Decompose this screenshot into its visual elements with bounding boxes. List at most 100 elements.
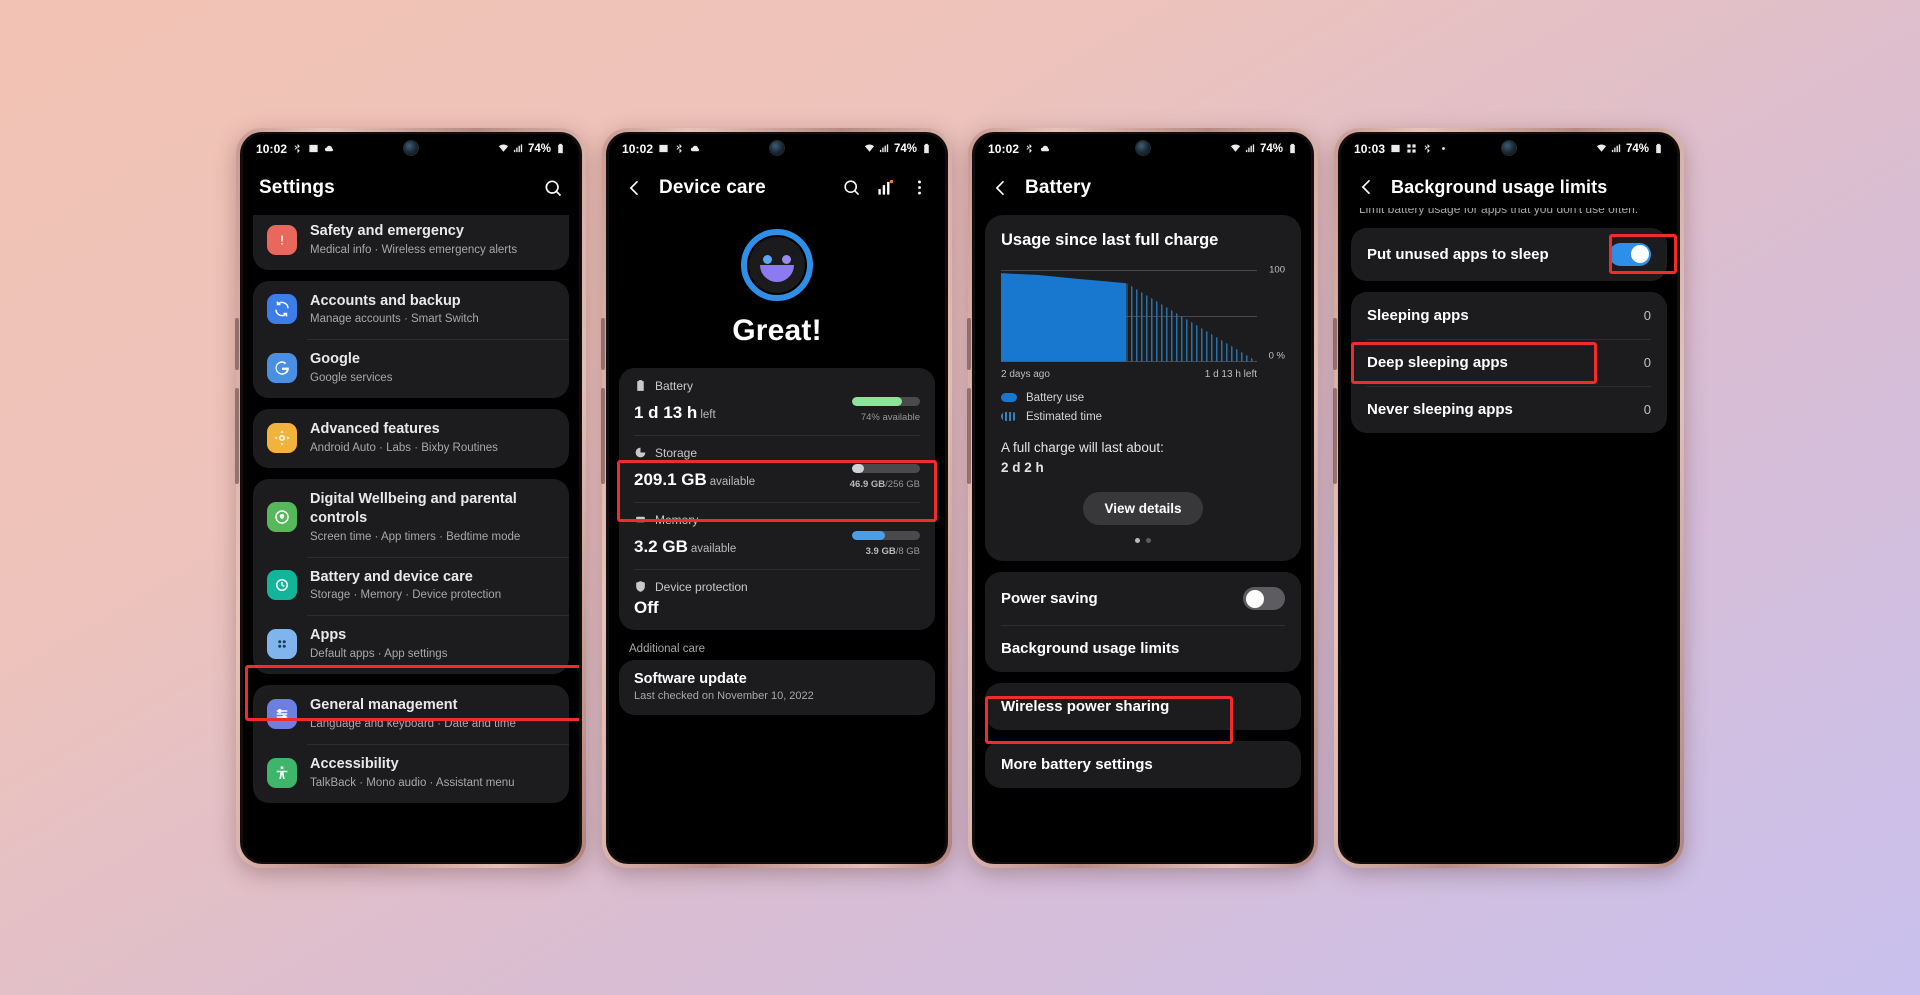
page-title: Device care — [659, 176, 766, 198]
chart-ytick-0: 0 % — [1268, 350, 1285, 361]
image-icon — [309, 144, 318, 153]
put-unused-apps-toggle[interactable] — [1609, 242, 1651, 266]
sidebar-item-google[interactable]: Google Google services — [253, 339, 569, 398]
sidebar-item-sub: Language and keyboard · Date and time — [310, 717, 516, 730]
page-subtitle: Limit battery usage for apps that you do… — [1359, 207, 1639, 216]
row-sleeping-apps[interactable]: Sleeping apps 0 — [1351, 292, 1667, 339]
device-care-body[interactable]: Great! Battery 1 d 13 h left 74% availabl — [609, 215, 945, 862]
battery-progress-bar — [852, 396, 920, 406]
search-icon[interactable] — [842, 178, 861, 197]
accessibility-icon — [267, 757, 297, 788]
image-icon — [659, 144, 668, 153]
memory-progress-bar — [852, 530, 920, 540]
sidebar-item-label: Accounts and backup — [310, 292, 461, 309]
row-count: 0 — [1643, 401, 1651, 417]
image-icon — [1391, 144, 1400, 153]
device-care-metrics: Battery 1 d 13 h left 74% available — [619, 367, 935, 630]
bluetooth-icon — [1424, 143, 1430, 154]
carousel-pager[interactable] — [1001, 538, 1285, 544]
metric-label: Storage — [655, 445, 698, 460]
sidebar-item-sub: Google services — [310, 372, 393, 385]
row-never-sleeping-apps[interactable]: Never sleeping apps 0 — [1351, 385, 1667, 433]
signal-icon — [879, 144, 889, 153]
row-background-usage-limits[interactable]: Background usage limits — [985, 625, 1301, 672]
sidebar-item-battery-and-device-care[interactable]: Battery and device care Storage · Memory… — [253, 556, 569, 616]
software-update-title: Software update — [634, 670, 747, 687]
stats-icon[interactable] — [876, 178, 895, 197]
battery-icon — [924, 143, 929, 154]
usage-card: Usage since last full charge 100 0 % — [985, 214, 1301, 562]
sleeping-apps-card: Sleeping apps 0 Deep sleeping apps 0 Nev… — [1351, 291, 1667, 433]
legend-label: Estimated time — [1026, 410, 1103, 423]
wifi-icon — [1230, 144, 1241, 152]
sidebar-item-sub: Storage · Memory · Device protection — [310, 589, 502, 602]
usage-card-title: Usage since last full charge — [1001, 230, 1219, 249]
software-update-sub: Last checked on November 10, 2022 — [634, 689, 814, 702]
front-camera — [404, 140, 418, 155]
battery-usage-chart: 100 0 % — [1001, 264, 1285, 362]
general-icon — [267, 698, 297, 729]
storage-icon — [635, 447, 646, 458]
row-power-saving[interactable]: Power saving — [985, 572, 1301, 625]
view-details-button[interactable]: View details — [1083, 492, 1203, 526]
device-care-appbar: Device care — [609, 164, 945, 215]
status-battery-pct: 74% — [527, 142, 551, 155]
sidebar-item-advanced-features[interactable]: Advanced features Android Auto · Labs · … — [253, 409, 569, 468]
settings-list[interactable]: Location requests Safety and emergency M… — [243, 214, 579, 862]
page-title: Settings — [259, 176, 335, 198]
metric-caption-strong: 3.9 GB — [865, 545, 896, 557]
row-put-unused-apps-to-sleep[interactable]: Put unused apps to sleep — [1351, 228, 1667, 281]
phone-2-device-care: 10:02 74% Device care — [601, 127, 952, 868]
row-wireless-power-sharing[interactable]: Wireless power sharing — [985, 683, 1301, 731]
settings-group: Location requests Safety and emergency M… — [253, 214, 569, 270]
back-icon[interactable] — [991, 178, 1011, 198]
row-label: Put unused apps to sleep — [1367, 245, 1549, 263]
metric-value: 3.2 GB — [634, 536, 688, 556]
row-count: 0 — [1643, 307, 1651, 323]
back-icon[interactable] — [625, 178, 645, 198]
sidebar-item-safety-and-emergency[interactable]: Safety and emergency Medical info · Wire… — [253, 215, 569, 270]
battery-icon — [637, 380, 644, 391]
sidebar-item-sub: Android Auto · Labs · Bixby Routines — [310, 441, 498, 454]
sidebar-item-accounts-and-backup[interactable]: Accounts and backup Manage accounts · Sm… — [253, 281, 569, 340]
wifi-icon — [864, 144, 875, 152]
devicecare-icon — [267, 570, 297, 601]
sidebar-item-label: Digital Wellbeing and parental controls — [310, 490, 517, 526]
legend-swatch-battery-use — [1001, 393, 1017, 402]
software-update-card[interactable]: Software update Last checked on November… — [619, 659, 935, 715]
power-saving-toggle[interactable] — [1243, 587, 1285, 611]
metric-label: Device protection — [655, 579, 748, 594]
row-label: More battery settings — [1001, 756, 1153, 774]
shield-icon — [636, 581, 645, 592]
more-icon[interactable] — [910, 178, 929, 197]
wifi-icon — [1596, 144, 1607, 152]
sync-icon — [267, 294, 297, 325]
search-icon[interactable] — [543, 178, 563, 198]
chart-legend: Battery use Estimated time — [1001, 392, 1285, 423]
sidebar-item-apps[interactable]: Apps Default apps · App settings — [253, 615, 569, 674]
sidebar-item-digital-wellbeing[interactable]: Digital Wellbeing and parental controls … — [253, 479, 569, 557]
metric-unit: left — [700, 408, 716, 421]
row-more-battery-settings[interactable]: More battery settings — [985, 741, 1301, 789]
status-time: 10:02 — [988, 141, 1020, 156]
metric-row-device-protection[interactable]: Device protection Off — [619, 568, 935, 630]
row-count: 0 — [1643, 354, 1651, 370]
phone-4-background-usage-limits: 10:03 74% Background usage limits — [1333, 127, 1684, 868]
back-icon[interactable] — [1357, 177, 1377, 197]
metric-row-storage[interactable]: Storage 209.1 GB available 46.9 GB/256 GB — [619, 434, 935, 502]
sidebar-item-label: Safety and emergency — [310, 222, 464, 239]
metric-row-battery[interactable]: Battery 1 d 13 h left 74% available — [619, 368, 935, 435]
put-unused-apps-card: Put unused apps to sleep — [1351, 227, 1667, 281]
row-deep-sleeping-apps[interactable]: Deep sleeping apps 0 — [1351, 338, 1667, 386]
sidebar-item-accessibility[interactable]: Accessibility TalkBack · Mono audio · As… — [253, 743, 569, 803]
page-title: Background usage limits — [1391, 176, 1608, 197]
battery-body[interactable]: Usage since last full charge 100 0 % — [975, 214, 1311, 862]
row-label: Power saving — [1001, 590, 1098, 608]
battery-appbar: Battery — [975, 164, 1311, 215]
metric-row-memory[interactable]: Memory 3.2 GB available 3.9 GB/8 GB — [619, 501, 935, 569]
settings-group: General management Language and keyboard… — [253, 685, 569, 803]
bul-body[interactable]: Limit battery usage for apps that you do… — [1341, 208, 1677, 862]
phone-1-settings: 10:02 74% Settings — [235, 127, 586, 868]
settings-group: Advanced features Android Auto · Labs · … — [253, 409, 569, 468]
sidebar-item-general-management[interactable]: General management Language and keyboard… — [253, 685, 569, 744]
